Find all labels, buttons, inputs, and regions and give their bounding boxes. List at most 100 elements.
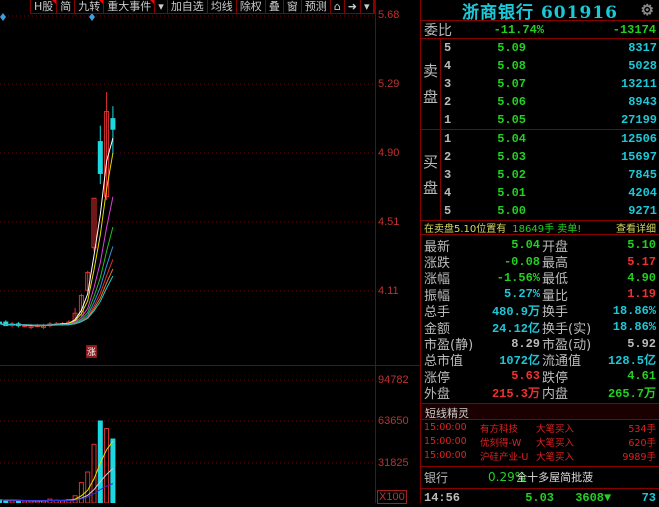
stat-label: 最低 — [542, 272, 569, 288]
toolbar-button-1[interactable]: 简 — [57, 0, 76, 13]
toolbar-button-6[interactable]: 均线 — [208, 0, 237, 13]
sell-level-row[interactable]: 1 5.05 27199 — [444, 111, 657, 129]
more-dropdown-button[interactable]: ▾ — [361, 0, 374, 13]
exit-icon[interactable]: ➜ — [345, 0, 362, 13]
stat-value: 5.92 — [627, 336, 656, 351]
view-detail-link[interactable]: 查看详细 — [616, 224, 656, 235]
limit-up-marker[interactable]: 涨 — [86, 345, 98, 358]
sector-pct: 0.29% — [488, 470, 527, 485]
toolbar-button-0[interactable]: H股 — [31, 0, 58, 13]
level-volume: 9271 — [628, 204, 657, 218]
kline-chart[interactable] — [0, 0, 420, 503]
stat-value: 4.90 — [627, 270, 656, 285]
weibi-row: 委比 -11.74% -13174 — [421, 20, 659, 39]
sell-level-row[interactable]: 4 5.08 5028 — [444, 57, 657, 75]
sector-name: 银行 — [424, 470, 449, 485]
gear-icon[interactable]: ⚙ — [640, 1, 655, 19]
level-volume: 5028 — [628, 59, 657, 73]
spirit-t: 15:00:00 — [424, 422, 467, 434]
spirit-row[interactable]: 15:00:00 有方科技 大笔买入 534手 — [421, 421, 659, 435]
sell-label: 卖 — [422, 62, 438, 80]
stat-value: 4.61 — [627, 369, 656, 384]
volume-average-line — [0, 483, 114, 502]
buy-label: 买 — [422, 153, 438, 171]
level-price: 5.08 — [497, 59, 526, 73]
spirit-row[interactable]: 15:00:00 优刻得-W 大笔买入 620手 — [421, 435, 659, 449]
level-price: 5.06 — [497, 95, 526, 109]
price-tick: 4.90 — [378, 147, 400, 159]
buy-label: 盘 — [422, 179, 438, 197]
buy-level-row[interactable]: 4 5.01 4204 — [444, 184, 657, 202]
sell-book: 卖盘 5 5.09 8317 4 5.08 5028 3 5.07 13211 2 5.06 8943… — [421, 39, 659, 130]
price-tick: 5.29 — [378, 78, 400, 90]
stat-value: 5.27% — [503, 287, 540, 302]
volume-bar — [104, 427, 110, 503]
level-number: 2 — [444, 150, 452, 164]
volume-bar — [22, 500, 28, 503]
stat-label: 开盘 — [542, 239, 569, 255]
sector-row[interactable]: 银行 0.29% 全十多屋简批菠 — [421, 465, 659, 488]
buy-level-row[interactable]: 1 5.04 12506 — [444, 130, 657, 148]
toolbar-button-2[interactable]: 九转 — [75, 0, 105, 13]
stat-row: 金额 24.12亿 换手(实) 18.86% — [424, 319, 656, 337]
lock-icon[interactable]: ⌂ — [331, 0, 345, 13]
spirit-row[interactable]: 15:00:00 沪硅产业-U 大笔买入 9989手 — [421, 449, 659, 463]
stock-title: 浙商银行 601916 ⚙ — [421, 0, 659, 23]
level-volume: 8317 — [628, 41, 657, 55]
stat-row: 最新 5.04 开盘 5.10 — [424, 237, 656, 255]
level-number: 2 — [444, 95, 452, 109]
stat-row: 振幅 5.27% 量比 1.19 — [424, 286, 656, 304]
tick-time: 14:56 — [424, 490, 461, 505]
stat-value: 1.19 — [627, 287, 656, 302]
chart-toolbar: H股简九转 重大事件 ▾ 加自选 均线 除权叠窗预测 ⌂ ➜ ▾ — [30, 0, 375, 14]
toolbar-button-5[interactable]: 加自选 — [168, 0, 208, 13]
stat-value: 5.63 — [511, 369, 540, 384]
level-price: 5.03 — [497, 150, 526, 164]
stat-value: 5.10 — [627, 238, 656, 253]
stat-label: 换手 — [542, 305, 569, 321]
sell-level-row[interactable]: 3 5.07 13211 — [444, 75, 657, 93]
stock-name-code: 浙商银行 601916 — [462, 2, 618, 23]
volume-tick: 31825 — [378, 457, 409, 469]
moving-average-line — [0, 275, 114, 326]
stat-label: 跌停 — [542, 370, 569, 386]
stat-row: 涨幅 -1.56% 最低 4.90 — [424, 270, 656, 288]
weibi-label: 委比 — [424, 22, 452, 39]
level-number: 1 — [444, 132, 452, 146]
level-price: 5.01 — [497, 186, 526, 200]
level-price: 5.04 — [497, 132, 526, 146]
stat-row: 市盈(静) 8.29 市盈(动) 5.92 — [424, 335, 656, 354]
level-volume: 4204 — [628, 186, 657, 200]
toolbar-button-3[interactable]: 重大事件 — [104, 0, 156, 13]
spirit-nm: 沪硅产业-U — [480, 451, 529, 463]
weibi-diff: -13174 — [612, 22, 656, 37]
event-diamond-icon — [89, 13, 95, 21]
buy-level-row[interactable]: 3 5.02 7845 — [444, 166, 657, 184]
price-tick: 4.11 — [378, 285, 399, 297]
stat-label: 最高 — [542, 256, 569, 272]
volume-unit: X100 — [377, 490, 407, 504]
sell-level-row[interactable]: 2 5.06 8943 — [444, 93, 657, 111]
toolbar-button-9[interactable]: 窗 — [284, 0, 302, 13]
level-number: 4 — [444, 186, 452, 200]
toolbar-button-10[interactable]: 预测 — [302, 0, 331, 13]
sector-overlay-text: 全十多屋简批菠 — [516, 471, 594, 485]
stat-label: 涨停 — [424, 370, 451, 386]
stat-label: 流通值 — [542, 354, 582, 370]
stat-label: 总手 — [424, 305, 451, 321]
buy-level-row[interactable]: 5 5.00 9271 — [444, 202, 657, 220]
level-volume: 15697 — [620, 150, 657, 164]
level-price: 5.02 — [497, 168, 526, 182]
stat-label: 最新 — [424, 239, 451, 255]
spirit-header[interactable]: 短线精灵 — [421, 403, 659, 420]
toolbar-button-8[interactable]: 叠 — [266, 0, 284, 13]
spirit-nm: 有方科技 — [480, 423, 519, 435]
stat-label: 总市值 — [424, 354, 464, 370]
tick-price: 5.03 — [525, 490, 554, 505]
toolbar-button-7[interactable]: 除权 — [237, 0, 266, 13]
level-number: 5 — [444, 41, 452, 55]
buy-level-row[interactable]: 2 5.03 15697 — [444, 148, 657, 166]
sell-level-row[interactable]: 5 5.09 8317 — [444, 39, 657, 57]
toolbar-button-4[interactable]: ▾ — [155, 0, 168, 13]
buy-book: 买盘 1 5.04 12506 2 5.03 15697 3 5.02 7845 4 5.01 420… — [421, 130, 659, 221]
